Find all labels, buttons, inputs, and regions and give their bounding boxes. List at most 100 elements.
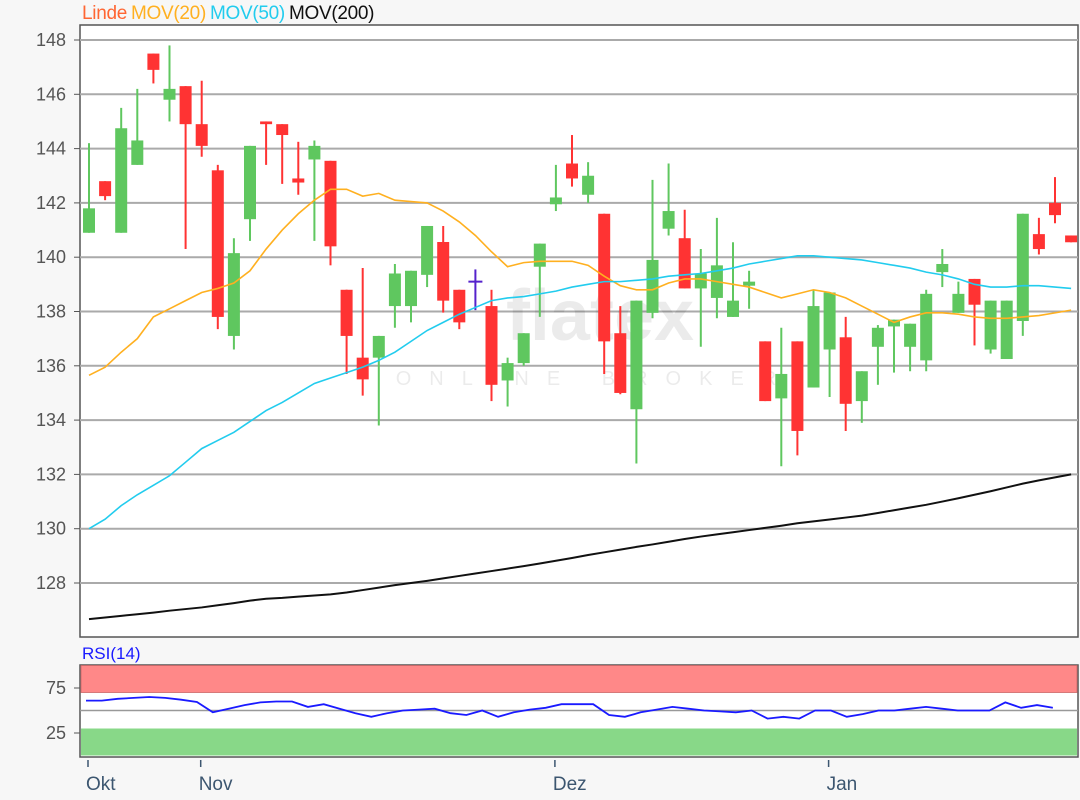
rsi-y-tick-label: 25 bbox=[46, 723, 66, 743]
candle bbox=[468, 269, 483, 311]
candle bbox=[743, 270, 756, 309]
candle-body bbox=[372, 335, 385, 358]
candle-body bbox=[260, 121, 273, 125]
candle bbox=[1065, 235, 1078, 243]
legend-instrument: Linde bbox=[82, 3, 127, 24]
candle bbox=[244, 145, 256, 241]
candle-body bbox=[356, 357, 369, 380]
candle-body bbox=[839, 337, 852, 404]
y-tick-label: 128 bbox=[36, 573, 66, 593]
candle bbox=[324, 160, 337, 266]
candle-body bbox=[791, 341, 804, 431]
y-tick-label: 146 bbox=[36, 84, 66, 104]
legend-ma50: MOV(50) bbox=[209, 3, 285, 24]
candle-body bbox=[244, 145, 256, 220]
candle-body bbox=[630, 300, 643, 410]
candle-body bbox=[485, 306, 498, 385]
candle-body bbox=[759, 341, 772, 402]
candle-body bbox=[775, 373, 788, 399]
candle bbox=[807, 289, 820, 388]
candle-body bbox=[405, 270, 417, 307]
candle-body bbox=[678, 238, 691, 289]
y-tick-label: 148 bbox=[36, 30, 66, 50]
rsi-line bbox=[86, 696, 1054, 720]
candle-body bbox=[308, 145, 321, 160]
candle-body bbox=[99, 181, 112, 197]
y-tick-label: 136 bbox=[36, 356, 66, 376]
candle bbox=[582, 162, 595, 203]
candle-body bbox=[453, 289, 466, 323]
candle-body bbox=[195, 124, 208, 146]
candle bbox=[517, 333, 530, 366]
candle-body bbox=[1016, 213, 1029, 322]
candle-body bbox=[646, 259, 659, 313]
candle bbox=[1049, 177, 1061, 224]
candle-body bbox=[807, 306, 820, 388]
candle-body bbox=[614, 333, 627, 393]
candle bbox=[356, 268, 369, 396]
rsi-oversold-band bbox=[81, 728, 1077, 756]
candle bbox=[823, 292, 836, 398]
candle-body bbox=[727, 300, 739, 317]
candle bbox=[195, 80, 208, 157]
candle bbox=[1000, 300, 1013, 360]
candle-body bbox=[904, 323, 917, 347]
candle-body bbox=[582, 175, 595, 195]
candle-body bbox=[163, 88, 176, 100]
candle bbox=[501, 357, 514, 407]
candle bbox=[1016, 213, 1029, 336]
candle bbox=[839, 316, 852, 431]
candle bbox=[871, 325, 884, 385]
candle bbox=[115, 107, 128, 233]
candle-body bbox=[227, 253, 240, 336]
candle-body bbox=[598, 213, 611, 342]
candle bbox=[775, 327, 788, 467]
x-tick-label: Jan bbox=[827, 774, 858, 795]
candle-body bbox=[179, 86, 192, 125]
rsi-y-tick-label: 75 bbox=[46, 678, 66, 698]
watermark-tagline: ONLINE BROKER bbox=[396, 368, 794, 390]
candle bbox=[405, 270, 417, 323]
candle bbox=[292, 141, 305, 195]
candle bbox=[421, 225, 434, 288]
candle-body bbox=[855, 371, 868, 402]
candle-body bbox=[340, 289, 353, 336]
candle bbox=[147, 53, 160, 84]
candle bbox=[211, 164, 224, 330]
candle bbox=[437, 225, 450, 313]
ma-line-mov200 bbox=[88, 473, 1072, 621]
legend-ma20: MOV(20) bbox=[131, 3, 206, 24]
y-tick-label: 134 bbox=[36, 410, 66, 430]
candle bbox=[260, 121, 273, 165]
ma-line-mov20 bbox=[88, 188, 1072, 377]
candle-body bbox=[421, 225, 434, 275]
candle-body bbox=[1049, 202, 1061, 216]
candle-body bbox=[694, 273, 707, 289]
candle bbox=[566, 135, 578, 187]
candle bbox=[598, 213, 611, 374]
x-tick-label: Okt bbox=[86, 774, 116, 795]
candle bbox=[904, 323, 917, 372]
candle-body bbox=[324, 160, 337, 247]
candle-body bbox=[292, 178, 305, 183]
candle-body bbox=[662, 211, 675, 229]
y-tick-label: 144 bbox=[36, 139, 66, 159]
candle-body bbox=[1065, 235, 1078, 243]
candle bbox=[549, 164, 562, 212]
ma-line-mov50 bbox=[88, 255, 1072, 530]
candle bbox=[694, 249, 707, 347]
candle bbox=[388, 263, 401, 328]
legend-ma200: MOV(200) bbox=[288, 3, 375, 24]
candle bbox=[630, 300, 643, 464]
chart-legend: Linde MOV(20) MOV(50) MOV(200) bbox=[82, 3, 378, 25]
candle bbox=[227, 238, 240, 350]
candle bbox=[646, 179, 659, 319]
candle bbox=[727, 242, 739, 317]
candle bbox=[936, 249, 949, 288]
candle-body bbox=[211, 170, 224, 317]
candle-body bbox=[437, 241, 450, 301]
rsi-overbought-band bbox=[80, 665, 1078, 693]
candle-body bbox=[743, 281, 756, 286]
candle bbox=[372, 335, 385, 426]
